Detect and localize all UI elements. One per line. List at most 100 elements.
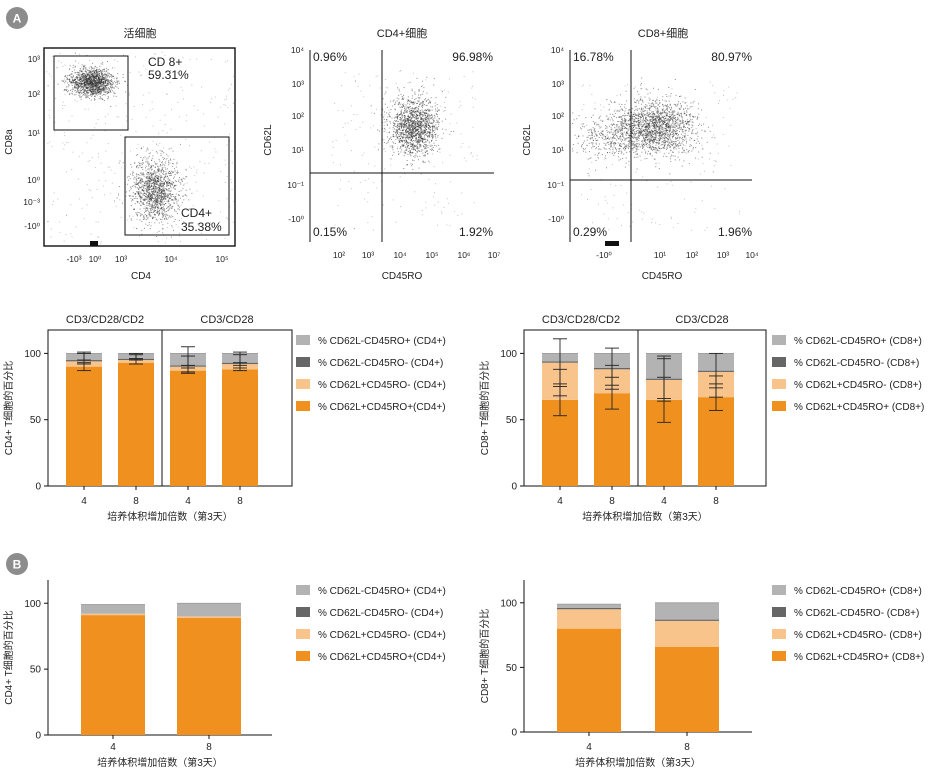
event-dot <box>402 107 403 108</box>
event-dot <box>64 89 66 91</box>
event-dot <box>426 76 428 78</box>
event-dot <box>175 224 177 226</box>
event-dot <box>89 79 91 81</box>
flow2-ytick-1: 10³ <box>292 79 304 89</box>
event-dot <box>405 112 407 114</box>
event-dot <box>102 61 104 63</box>
event-dot <box>425 207 427 209</box>
event-dot <box>159 185 161 187</box>
event-dot <box>97 85 99 87</box>
event-dot <box>101 94 103 96</box>
event-dot <box>419 95 421 97</box>
event-dot <box>428 134 429 136</box>
event-dot <box>156 232 158 233</box>
event-dot <box>124 80 126 82</box>
event-dot <box>429 114 431 116</box>
event-dot <box>146 173 148 175</box>
event-dot <box>434 192 436 194</box>
event-dot <box>392 122 394 124</box>
event-dot <box>118 80 120 82</box>
event-dot <box>89 83 91 85</box>
event-dot <box>140 196 142 198</box>
flow1-xtick-4: 10⁵ <box>216 254 229 264</box>
event-dot <box>410 113 412 115</box>
event-dot <box>155 171 157 173</box>
event-dot <box>138 182 140 184</box>
event-dot <box>136 180 138 182</box>
event-dot <box>96 80 98 81</box>
event-dot <box>128 176 130 177</box>
event-dot <box>414 132 416 134</box>
event-dot <box>432 128 434 129</box>
event-dot <box>157 181 159 183</box>
event-dot <box>363 198 365 200</box>
event-dot <box>150 194 152 195</box>
event-dot <box>83 218 85 220</box>
event-dot <box>660 144 662 146</box>
event-dot <box>151 188 153 190</box>
event-dot <box>99 82 101 83</box>
event-dot <box>168 215 170 217</box>
event-dot <box>166 227 168 229</box>
event-dot <box>153 184 155 186</box>
event-dot <box>64 135 66 137</box>
event-dot <box>46 71 48 73</box>
flow2-xtick-2: 10⁴ <box>393 250 406 260</box>
event-dot <box>674 159 676 161</box>
event-dot <box>620 122 622 124</box>
event-dot <box>433 78 435 80</box>
event-dot <box>96 94 98 96</box>
event-dot <box>154 198 156 200</box>
event-dot <box>404 135 406 137</box>
event-dot <box>159 165 161 167</box>
event-dot <box>171 170 173 172</box>
event-dot <box>171 225 173 227</box>
event-dot <box>437 109 439 111</box>
event-dot <box>176 161 178 163</box>
event-dot <box>146 162 148 164</box>
event-dot <box>107 79 109 81</box>
event-dot <box>158 60 160 62</box>
event-dot <box>405 126 407 128</box>
event-dot <box>47 221 49 222</box>
event-dot <box>161 219 163 221</box>
event-dot <box>69 81 71 83</box>
event-dot <box>415 138 417 140</box>
event-dot <box>418 131 419 133</box>
event-dot <box>397 125 399 127</box>
event-dot <box>135 227 137 229</box>
event-dot <box>66 88 68 90</box>
event-dot <box>156 210 158 212</box>
event-dot <box>420 127 422 129</box>
event-dot <box>176 198 178 200</box>
event-dot <box>182 57 184 59</box>
event-dot <box>101 74 103 76</box>
event-dot <box>107 79 109 81</box>
event-dot <box>148 187 150 189</box>
event-dot <box>174 170 176 172</box>
event-dot <box>167 200 169 202</box>
event-dot <box>173 202 175 204</box>
event-dot <box>424 104 425 106</box>
event-dot <box>155 182 157 184</box>
event-dot <box>474 98 476 100</box>
event-dot <box>95 88 97 90</box>
event-dot <box>396 116 398 118</box>
event-dot <box>426 121 428 123</box>
event-dot <box>133 198 135 199</box>
event-dot <box>98 76 99 78</box>
event-dot <box>413 123 415 125</box>
event-dot <box>169 193 171 195</box>
event-dot <box>167 176 168 177</box>
event-dot <box>156 202 158 203</box>
event-dot <box>428 136 430 138</box>
event-dot <box>146 171 148 173</box>
event-dot <box>167 194 169 196</box>
event-dot <box>382 128 384 130</box>
event-dot <box>109 84 111 85</box>
event-dot <box>63 90 65 91</box>
event-dot <box>411 102 413 103</box>
event-dot <box>412 147 414 149</box>
event-dot <box>374 146 376 148</box>
event-dot <box>71 169 73 171</box>
